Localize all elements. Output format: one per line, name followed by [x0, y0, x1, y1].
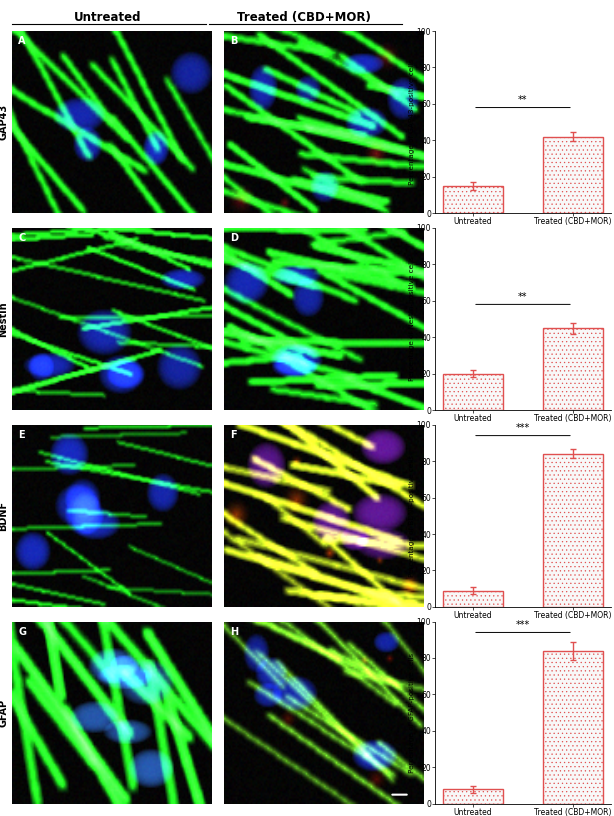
Text: Untreated: Untreated — [74, 11, 141, 24]
Bar — [443, 186, 503, 213]
Y-axis label: Percentage of Nestin-positive cells: Percentage of Nestin-positive cells — [409, 256, 415, 381]
Y-axis label: GFAP: GFAP — [0, 698, 8, 727]
Text: **: ** — [518, 95, 528, 104]
Text: F: F — [230, 430, 236, 440]
Bar — [543, 137, 603, 213]
Y-axis label: GAP43: GAP43 — [0, 104, 8, 140]
Text: **: ** — [518, 291, 528, 302]
Text: C: C — [18, 233, 26, 243]
Y-axis label: Percentage of GAP43-positive cells: Percentage of GAP43-positive cells — [409, 59, 415, 185]
Text: A: A — [18, 37, 26, 47]
Text: D: D — [230, 233, 238, 243]
Text: E: E — [18, 430, 25, 440]
Bar — [543, 650, 603, 804]
Bar — [443, 591, 503, 607]
Bar — [443, 374, 503, 410]
Text: ***: *** — [516, 619, 530, 630]
Text: Treated (CBD+MOR): Treated (CBD+MOR) — [237, 11, 371, 24]
Bar — [543, 328, 603, 410]
Text: B: B — [230, 37, 237, 47]
Y-axis label: BDNF: BDNF — [0, 501, 8, 531]
Bar — [443, 789, 503, 804]
Y-axis label: Percentage of BDNF-positive cells: Percentage of BDNF-positive cells — [409, 455, 415, 577]
Text: H: H — [230, 627, 238, 637]
Y-axis label: Percentage of GFAP-positive cells: Percentage of GFAP-positive cells — [409, 653, 415, 773]
Bar — [543, 454, 603, 607]
Text: G: G — [18, 627, 26, 637]
Y-axis label: Nestin: Nestin — [0, 301, 8, 337]
Text: ***: *** — [516, 423, 530, 432]
